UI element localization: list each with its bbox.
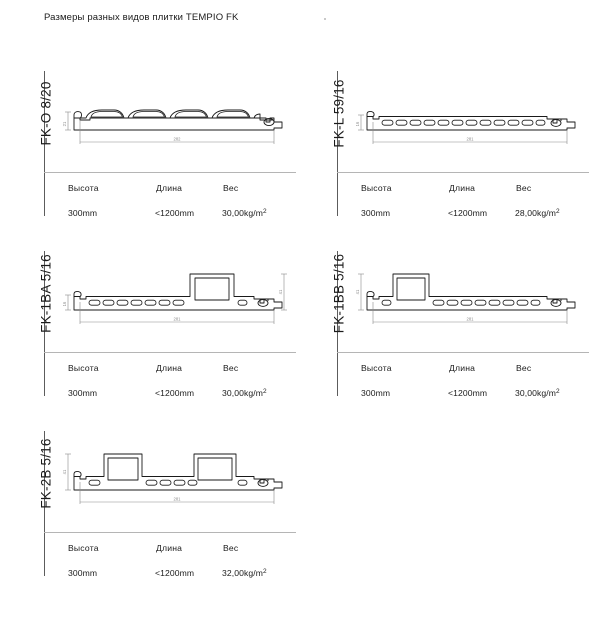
spec-value-length: <1200mm [448,208,488,218]
panel-vertical-rule [337,251,338,396]
spec-value-weight-text: 32,00kg/m [222,568,264,578]
spec-value-height: 300mm [68,388,98,398]
svg-text:16: 16 [62,301,67,306]
tile-panel-fk-o-8-20: FK-O 8/20 [34,68,296,228]
panel-label: FK-1BA 5/16 [38,254,54,333]
tile-panel-fk-1ba-5-16: FK-1BA 5/16 [34,248,296,408]
spec-value-height: 300mm [361,388,391,398]
spec-header-weight: Вес [223,543,239,553]
spec-header-length: Длина [156,543,183,553]
svg-text:281: 281 [467,137,475,142]
spec-table: Высота Длина Вес 300mm <1200mm 30,00kg/m… [44,172,296,228]
spec-value-weight-text: 30,00kg/m [222,388,264,398]
tile-panel-fk-1bb-5-16: FK-1BB 5/16 [327,248,589,408]
svg-text:282: 282 [174,137,182,142]
square-unit-sup: 2 [263,388,267,395]
spec-value-height: 300mm [68,568,98,578]
spec-header-length: Длина [449,183,476,193]
square-unit-sup: 2 [263,208,267,215]
svg-text:16: 16 [355,121,360,126]
spec-value-weight-text: 30,00kg/m [515,388,557,398]
profile-drawing-one-block-right: 16 41 281 [60,252,292,348]
panel-vertical-rule [44,71,45,216]
svg-text:281: 281 [174,317,182,322]
spec-header-weight: Вес [516,183,532,193]
spec-value-weight: 30,00kg/m2 [222,208,267,218]
panel-vertical-rule [337,71,338,216]
svg-text:41: 41 [278,289,283,294]
panel-label: FK-O 8/20 [38,81,54,146]
svg-text:281: 281 [174,497,182,502]
spec-header-length: Длина [449,363,476,373]
spec-value-length: <1200mm [155,208,195,218]
spec-header-height: Высота [361,363,392,373]
panel-horizontal-rule [337,352,589,353]
svg-text:41: 41 [355,289,360,294]
tile-panel-fk-2b-5-16: FK-2B 5/16 [34,428,296,588]
panel-label: FK-2B 5/16 [38,438,54,509]
panel-horizontal-rule [44,352,296,353]
spec-header-height: Высота [68,363,99,373]
square-unit-sup: 2 [556,388,560,395]
svg-text:281: 281 [467,317,475,322]
spec-value-weight: 30,00kg/m2 [222,388,267,398]
stray-dot-mark [324,18,326,20]
spec-value-length: <1200mm [155,568,195,578]
panel-horizontal-rule [44,172,296,173]
spec-table: Высота Длина Вес 300mm <1200mm 30,00kg/m… [337,352,589,408]
profile-drawing-two-blocks: 41 281 [60,432,292,528]
square-unit-sup: 2 [263,568,267,575]
profile-drawing-one-block-left: 41 281 [353,252,585,348]
spec-value-weight: 32,00kg/m2 [222,568,267,578]
spec-value-length: <1200mm [448,388,488,398]
spec-value-weight: 30,00kg/m2 [515,388,560,398]
svg-text:41: 41 [62,469,67,474]
spec-value-weight-text: 28,00kg/m [515,208,557,218]
spec-header-length: Длина [156,183,183,193]
square-unit-sup: 2 [556,208,560,215]
spec-value-height: 300mm [68,208,98,218]
spec-header-weight: Вес [223,363,239,373]
spec-table: Высота Длина Вес 300mm <1200mm 28,00kg/m… [337,172,589,228]
panel-horizontal-rule [44,532,296,533]
spec-header-height: Высота [68,543,99,553]
panel-vertical-rule [44,431,45,576]
panel-vertical-rule [44,251,45,396]
spec-value-weight-text: 30,00kg/m [222,208,264,218]
spec-value-height: 300mm [361,208,391,218]
panel-horizontal-rule [337,172,589,173]
tile-panel-fk-l-59-16: FK-L 59/16 [327,68,589,228]
spec-table: Высота Длина Вес 300mm <1200mm 30,00kg/m… [44,352,296,408]
spec-header-height: Высота [68,183,99,193]
page-title: Размеры разных видов плитки TEMPIO FK [44,12,239,23]
spec-header-weight: Вес [223,183,239,193]
panel-label: FK-1BB 5/16 [331,253,347,334]
spec-header-weight: Вес [516,363,532,373]
panel-label: FK-L 59/16 [331,79,347,148]
spec-header-length: Длина [156,363,183,373]
spec-header-height: Высота [361,183,392,193]
spec-value-length: <1200mm [155,388,195,398]
profile-drawing-flat-slots: 16 281 [353,72,585,168]
svg-text:21: 21 [62,121,67,126]
profile-drawing-lobed: 21 282 [60,72,292,168]
spec-table: Высота Длина Вес 300mm <1200mm 32,00kg/m… [44,532,296,588]
spec-value-weight: 28,00kg/m2 [515,208,560,218]
